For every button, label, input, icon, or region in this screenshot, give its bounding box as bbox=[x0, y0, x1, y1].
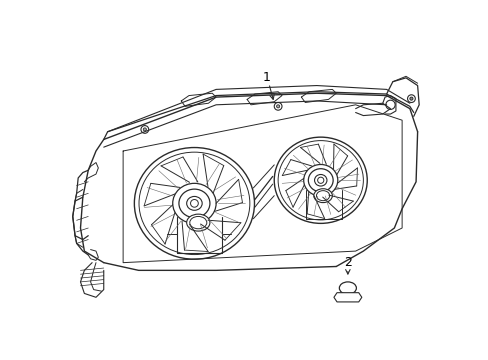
Text: 1: 1 bbox=[262, 71, 270, 84]
Polygon shape bbox=[333, 293, 361, 302]
Circle shape bbox=[409, 97, 412, 100]
Ellipse shape bbox=[186, 214, 209, 231]
Circle shape bbox=[190, 199, 198, 207]
Circle shape bbox=[276, 105, 279, 108]
Ellipse shape bbox=[313, 189, 332, 203]
Circle shape bbox=[317, 177, 323, 183]
Circle shape bbox=[143, 128, 146, 131]
Ellipse shape bbox=[339, 282, 356, 294]
Text: 2: 2 bbox=[343, 256, 351, 269]
